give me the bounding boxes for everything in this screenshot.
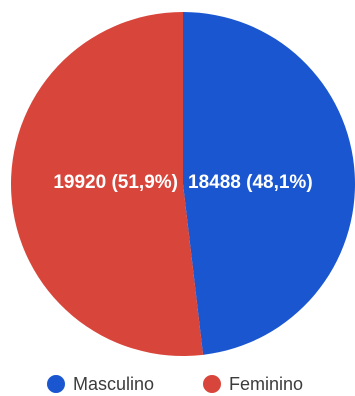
legend-marker-feminino <box>203 375 221 393</box>
legend-marker-masculino <box>47 375 65 393</box>
legend: Masculino Feminino <box>47 374 303 394</box>
slice-label-masculino: 18488 (48,1%) <box>188 172 313 193</box>
pie-slice-masculino <box>183 12 355 355</box>
slice-labels: 18488 (48,1%) 19920 (51,9%) <box>53 172 312 193</box>
legend-label-feminino: Feminino <box>229 374 303 394</box>
legend-label-masculino: Masculino <box>73 374 154 394</box>
pie-slice-feminino <box>11 12 204 356</box>
pie-slices <box>11 12 355 356</box>
slice-label-feminino: 19920 (51,9%) <box>53 172 178 193</box>
